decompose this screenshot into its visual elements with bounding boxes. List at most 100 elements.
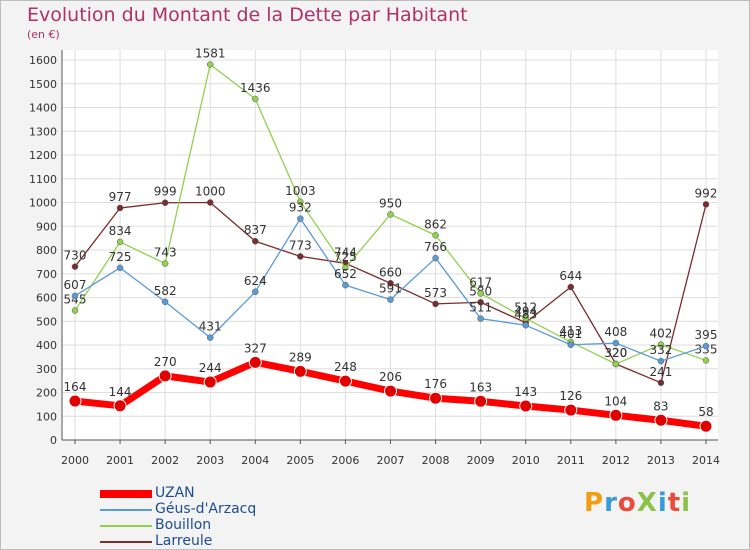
logo-letter: X (636, 488, 658, 518)
x-tick-label: 2013 (647, 454, 675, 467)
data-label-uzan: 163 (469, 380, 492, 394)
y-tick-label: 1200 (29, 149, 57, 162)
y-tick-label: 700 (36, 268, 57, 281)
data-label-g-us-d-arzacq: 725 (109, 250, 132, 264)
y-tick-label: 300 (36, 363, 57, 376)
logo-letter: t (667, 488, 682, 518)
data-label-uzan: 248 (334, 360, 357, 374)
data-label-larreule: 999 (154, 185, 177, 199)
data-label-g-us-d-arzacq: 766 (424, 240, 447, 254)
logo-letter: o (617, 488, 637, 518)
data-label-larreule: 1000 (195, 185, 226, 199)
data-point-bouillon (612, 360, 620, 368)
y-tick-label: 1300 (29, 125, 57, 138)
data-label-g-us-d-arzacq: 395 (695, 328, 718, 342)
data-point-larreule (206, 199, 214, 206)
data-label-bouillon: 950 (379, 196, 402, 210)
data-label-bouillon: 402 (649, 327, 672, 341)
x-tick-label: 2014 (692, 454, 720, 467)
data-label-bouillon: 1003 (285, 184, 316, 198)
y-tick-label: 1500 (29, 78, 57, 91)
data-label-g-us-d-arzacq: 408 (604, 325, 627, 339)
data-point-larreule (252, 237, 259, 245)
data-point-bouillon (477, 290, 484, 297)
data-point-bouillon (657, 341, 665, 348)
data-label-larreule: 837 (244, 223, 267, 237)
x-tick-label: 2005 (286, 454, 314, 467)
data-label-g-us-d-arzacq: 431 (199, 320, 222, 334)
data-point-g-us-d-arzacq (387, 296, 394, 303)
x-tick-label: 2004 (241, 454, 269, 467)
data-label-bouillon: 743 (154, 246, 177, 260)
data-label-g-us-d-arzacq: 652 (334, 267, 357, 281)
data-label-uzan: 327 (244, 341, 267, 355)
data-point-g-us-d-arzacq (297, 215, 304, 222)
data-label-uzan: 144 (109, 385, 132, 399)
data-point-g-us-d-arzacq (116, 264, 124, 272)
data-point-uzan (248, 355, 262, 369)
data-point-bouillon (116, 238, 124, 246)
data-label-bouillon: 617 (469, 275, 492, 289)
data-label-g-us-d-arzacq: 932 (289, 201, 312, 215)
x-tick-label: 2006 (331, 454, 359, 467)
chart-title: Evolution du Montant de la Dette par Hab… (27, 4, 468, 26)
data-label-uzan: 126 (559, 389, 582, 403)
data-point-uzan (203, 375, 217, 389)
x-tick-label: 2012 (602, 454, 630, 467)
logo-letter: r (604, 488, 618, 518)
x-tick-label: 2001 (106, 454, 134, 467)
data-point-g-us-d-arzacq (477, 315, 484, 322)
chart-subtitle: (en €) (27, 28, 60, 41)
data-label-larreule: 241 (649, 365, 672, 379)
data-point-uzan (519, 399, 533, 413)
data-label-bouillon: 512 (514, 300, 537, 314)
data-label-bouillon: 545 (64, 293, 87, 307)
data-point-uzan (68, 394, 82, 408)
data-point-bouillon (161, 260, 169, 267)
data-point-larreule (702, 201, 710, 208)
legend-label-geus: Géus-d'Arzacq (155, 501, 257, 517)
data-label-larreule: 573 (424, 286, 447, 300)
data-point-bouillon (432, 232, 439, 239)
data-point-g-us-d-arzacq (252, 288, 259, 296)
data-point-g-us-d-arzacq (161, 298, 169, 306)
data-point-g-us-d-arzacq (702, 342, 710, 350)
y-tick-label: 1400 (29, 102, 57, 115)
data-point-g-us-d-arzacq (522, 322, 529, 329)
data-point-larreule (387, 280, 394, 287)
data-point-uzan (293, 364, 307, 378)
legend-swatch-uzan (100, 490, 152, 498)
data-label-larreule: 977 (109, 190, 132, 204)
data-point-bouillon (297, 198, 304, 206)
data-point-larreule (297, 253, 304, 260)
data-point-bouillon (71, 307, 79, 314)
x-tick-label: 2009 (467, 454, 495, 467)
x-tick-label: 2008 (422, 454, 450, 467)
data-point-larreule (71, 263, 79, 270)
data-label-larreule: 660 (379, 265, 402, 279)
data-label-g-us-d-arzacq: 607 (64, 278, 87, 292)
data-point-bouillon (387, 211, 394, 218)
y-tick-label: 800 (36, 244, 57, 257)
data-point-uzan (338, 374, 352, 388)
y-tick-label: 600 (36, 292, 57, 305)
data-point-bouillon (702, 357, 710, 364)
data-label-uzan: 164 (64, 380, 87, 394)
data-label-uzan: 289 (289, 350, 312, 364)
data-point-bouillon (522, 315, 529, 322)
legend-swatch-bouillon (100, 525, 152, 527)
data-point-uzan (654, 413, 668, 427)
data-point-bouillon (252, 95, 259, 103)
data-point-larreule (657, 379, 665, 387)
data-label-bouillon: 1436 (240, 81, 271, 95)
data-point-bouillon (342, 264, 349, 272)
data-point-larreule (116, 204, 124, 212)
data-label-larreule: 744 (334, 245, 357, 259)
data-label-bouillon: 725 (334, 250, 357, 264)
data-point-uzan (113, 399, 127, 413)
logo-letter: P (584, 488, 605, 518)
data-label-uzan: 104 (604, 394, 627, 408)
data-label-g-us-d-arzacq: 511 (469, 301, 492, 315)
data-label-g-us-d-arzacq: 582 (154, 284, 177, 298)
